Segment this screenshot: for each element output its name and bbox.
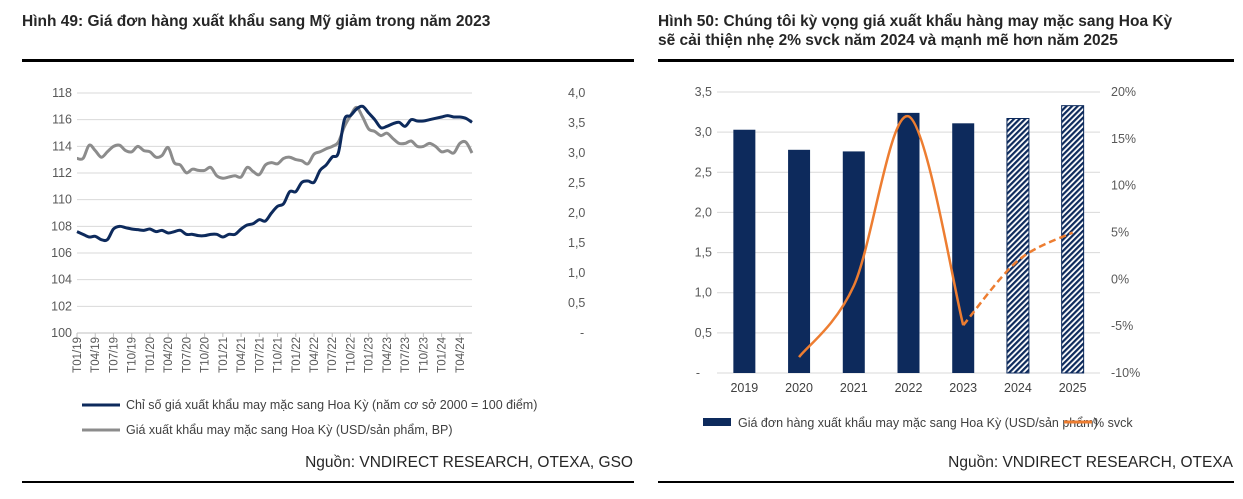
left-figure-title: Hình 49: Giá đơn hàng xuất khẩu sang Mỹ … [22,13,491,30]
right-axis-tick-label: 1,0 [568,266,585,280]
x-axis-tick-label: T04/19 [90,337,102,373]
x-axis-tick-label: 2022 [895,381,923,395]
x-axis-tick-label: 2020 [785,381,813,395]
right-title-line1: Hình 50: Chúng tôi kỳ vọng giá xuất khẩu… [658,13,1173,30]
x-axis-tick-label: T07/19 [108,337,120,373]
divider [22,481,634,483]
right-axis-tick-label: 10% [1111,179,1136,193]
right-axis-tick-label: 5% [1111,226,1129,240]
left-axis-tick-label: 0,5 [695,326,712,340]
x-axis-tick-label: T10/20 [200,337,212,373]
legend-label: Giá xuất khẩu may mặc sang Hoa Kỳ (USD/s… [126,423,453,437]
x-axis-tick-label: T07/20 [181,337,193,373]
right-axis-tick-label: 20% [1111,85,1136,99]
bar [842,151,865,373]
left-axis-tick-label: 108 [51,219,72,233]
bar [897,112,920,374]
x-axis-tick-label: T04/23 [382,337,394,373]
right-title-line2: sẽ cải thiện nhẹ 2% svck năm 2024 và mạn… [658,32,1118,49]
x-axis-tick-label: T10/21 [273,337,285,373]
divider [22,59,634,62]
left-axis-tick-label: 104 [51,273,72,287]
x-axis-tick-label: T01/22 [291,337,303,373]
right-axis-tick-label: 3,5 [568,116,585,130]
line-yoy-forecast [962,231,1074,327]
left-axis-tick-label: 116 [52,113,72,127]
left-axis-tick-label: 102 [51,299,72,313]
x-axis-tick-label: T04/21 [236,337,248,373]
left-axis-tick-label: 100 [51,326,72,340]
right-axis-tick-label: 15% [1111,132,1136,146]
right-figure-title: Hình 50: Chúng tôi kỳ vọng giá xuất khẩu… [658,12,1172,50]
bar-forecast [1006,117,1030,374]
x-axis-tick-label: T01/19 [72,337,84,373]
legend-label: % svck [1093,416,1133,430]
x-axis-tick-label: 2024 [1004,381,1032,395]
x-axis-tick-label: T07/22 [327,337,339,373]
bar [788,149,811,373]
x-axis-tick-label: T04/22 [309,337,321,373]
left-axis-tick-label: 112 [52,166,72,180]
x-axis-tick-label: T01/23 [364,337,376,373]
legend-swatch-bar [703,418,731,426]
right-axis-tick-label: 0% [1111,272,1129,286]
x-axis-tick-label: T01/24 [437,336,449,372]
x-axis-tick-label: T04/20 [163,337,175,373]
x-axis-tick-label: T10/23 [418,337,430,373]
left-axis-tick-label: 110 [52,193,72,207]
divider [658,59,1234,62]
bar [952,123,975,373]
x-axis-tick-label: T10/19 [127,337,139,373]
left-source: Nguồn: VNDIRECT RESEARCH, OTEXA, GSO [305,454,633,471]
right-axis-tick-label: -5% [1111,319,1133,333]
x-axis-tick-label: 2021 [840,381,868,395]
right-axis-tick-label: - [580,326,584,340]
left-axis-tick-label: 2,5 [695,165,712,179]
right-axis-tick-label: 0,5 [568,296,585,310]
right-source: Nguồn: VNDIRECT RESEARCH, OTEXA [948,454,1233,471]
left-axis-tick-label: 3,5 [695,85,712,99]
right-axis-tick-label: 1,5 [568,236,585,250]
legend-label: Chỉ số giá xuất khẩu may mặc sang Hoa Kỳ… [126,398,537,412]
bar [733,129,756,373]
left-axis-tick-label: 106 [51,246,72,260]
left-axis-tick-label: 2,0 [695,205,712,219]
series-line-export-price [76,105,474,180]
x-axis-tick-label: T07/21 [254,337,266,373]
left-axis-tick-label: 118 [52,86,72,100]
x-axis-tick-label: T01/20 [145,337,157,373]
right-axis-tick-label: 3,0 [568,146,585,160]
divider [658,481,1234,483]
left-axis-tick-label: 114 [52,139,72,153]
right-axis-tick-label: 4,0 [568,86,585,100]
series-line-price-index [76,104,473,243]
right-axis-tick-label: -10% [1111,366,1140,380]
bar-forecast [1061,105,1085,374]
x-axis-tick-label: 2023 [949,381,977,395]
x-axis-tick-label: 2019 [730,381,758,395]
legend-label: Giá đơn hàng xuất khẩu may mặc sang Hoa … [738,416,1098,430]
right-axis-tick-label: 2,0 [568,206,585,220]
x-axis-tick-label: 2025 [1059,381,1087,395]
x-axis-tick-label: T04/24 [455,336,467,372]
x-axis-tick-label: T01/21 [218,337,230,373]
x-axis-tick-label: T10/22 [345,337,357,373]
x-axis-tick-label: T07/23 [400,337,412,373]
left-axis-tick-label: 3,0 [695,125,712,139]
left-axis-tick-label: 1,5 [695,246,712,260]
right-axis-tick-label: 2,5 [568,176,585,190]
left-axis-tick-label: 1,0 [695,286,712,300]
line-yoy-actual [798,115,965,358]
left-axis-tick-label: - [696,366,700,380]
